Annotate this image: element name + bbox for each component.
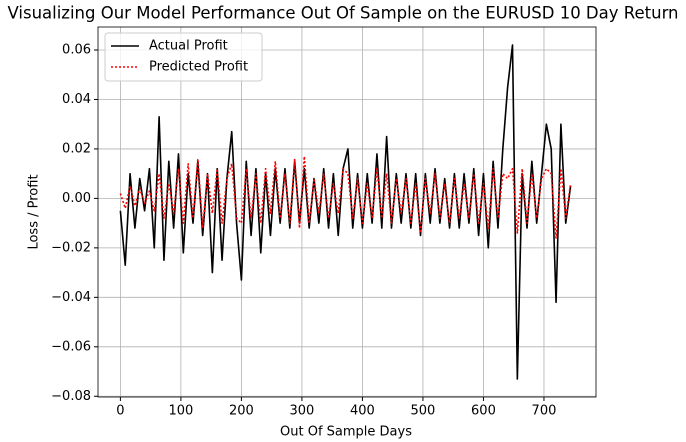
y-tick-label: −0.04 bbox=[51, 290, 91, 305]
y-tick-label: 0.06 bbox=[62, 43, 91, 58]
data-line bbox=[119, 155, 572, 239]
legend-box bbox=[104, 32, 263, 82]
y-axis-label: Loss / Profit bbox=[27, 174, 42, 249]
x-axis-label: Out Of Sample Days bbox=[280, 425, 412, 440]
y-tick-label: 0.00 bbox=[62, 191, 91, 206]
plot bbox=[119, 44, 572, 380]
y-tick-label: −0.06 bbox=[51, 339, 91, 354]
x-tick-label: 600 bbox=[471, 404, 496, 419]
y-tick-label: −0.08 bbox=[51, 389, 91, 404]
x-tick-label: 0 bbox=[116, 404, 124, 419]
y-tick-label: 0.04 bbox=[62, 92, 91, 107]
chart-title: Visualizing Our Model Performance Out Of… bbox=[7, 4, 678, 23]
x-tick-label: 100 bbox=[168, 404, 193, 419]
x-tick-label: 400 bbox=[350, 404, 375, 419]
y-tick-label: 0.02 bbox=[62, 141, 91, 156]
x-tick-label: 200 bbox=[229, 404, 254, 419]
legend-label: Actual Profit bbox=[149, 39, 228, 54]
x-tick-label: 700 bbox=[532, 404, 557, 419]
x-tick-label: 500 bbox=[411, 404, 436, 419]
plot-frame bbox=[97, 26, 597, 398]
data-line bbox=[119, 44, 572, 380]
legend-label: Predicted Profit bbox=[149, 60, 248, 75]
x-tick-label: 300 bbox=[290, 404, 315, 419]
y-tick-label: −0.02 bbox=[51, 240, 91, 255]
